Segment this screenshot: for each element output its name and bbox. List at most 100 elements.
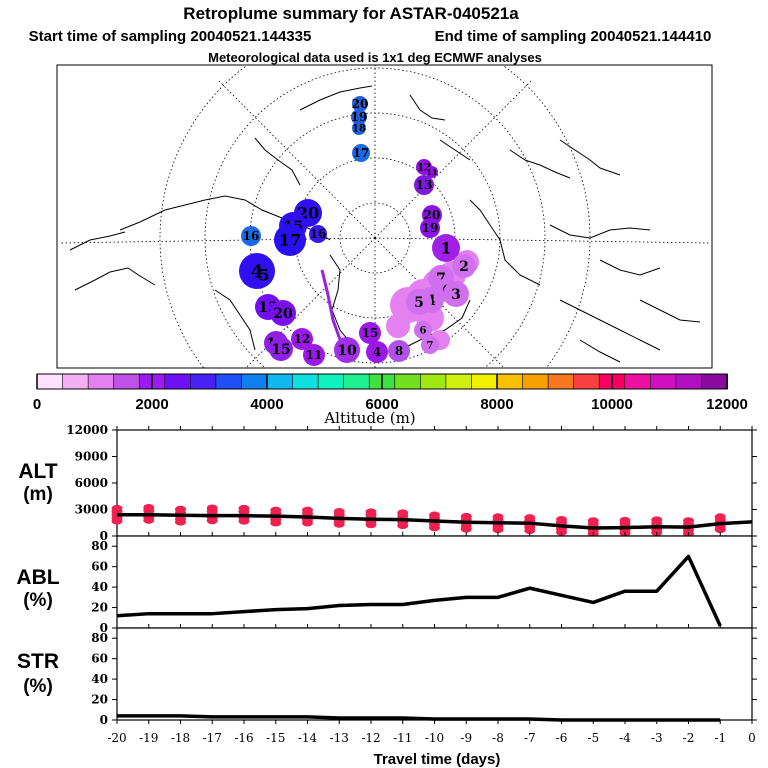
- particle-dot: [206, 517, 218, 525]
- trajectory-point: 17: [274, 224, 306, 256]
- trajectory-point-label: 16: [310, 227, 327, 241]
- colorbar-swatch: [420, 373, 447, 390]
- time-series-panels: 030006000900012000020406080020406080-20-…: [66, 423, 757, 745]
- trajectory-point-circle: [352, 144, 370, 162]
- trajectory-point: 11: [303, 344, 325, 366]
- colorbar-swatch: [650, 373, 677, 390]
- x-tick-label: -4: [619, 731, 631, 745]
- panel-frame: [116, 627, 753, 721]
- trajectory-point-label: 5: [414, 295, 424, 311]
- trajectory-point: 20: [270, 300, 296, 326]
- colorbar-swatch: [701, 373, 728, 390]
- trajectory-point-label: 12: [417, 163, 431, 174]
- trajectory-point: 4: [366, 341, 388, 363]
- trajectory-points: 2019181712111320191201517161645276345132…: [239, 96, 479, 366]
- x-tick-label: -17: [203, 731, 222, 745]
- colorbar-swatch: [445, 373, 473, 390]
- trajectory-point: 17: [352, 144, 370, 162]
- trajectory-point: 19: [420, 218, 440, 238]
- trajectory-point-label: 7: [436, 271, 446, 287]
- x-tick-label: 0: [748, 731, 756, 745]
- y-tick-label: 9000: [75, 450, 108, 464]
- panel-abl: 0 20 40 60 80: [91, 532, 757, 635]
- x-tick-label: -12: [361, 731, 380, 745]
- particle-dot: [333, 520, 345, 528]
- x-tick-label: -15: [266, 731, 285, 745]
- trajectory-point: 16: [241, 226, 261, 246]
- trajectory-map: 2019181712111320191201517161645276345132…: [56, 64, 713, 369]
- colorbar-tick-label: 10000: [591, 396, 633, 413]
- trajectory-point-circle: [309, 225, 327, 243]
- trajectory-point: 1: [432, 234, 460, 262]
- colorbar-label: Altitude (m): [323, 409, 415, 427]
- trajectory-point-label: 18: [352, 124, 366, 135]
- y-tick-label: 20: [91, 693, 108, 707]
- colorbar-swatch: [292, 373, 319, 390]
- colorbar-swatch: [624, 373, 652, 390]
- x-tick-label: -7: [524, 731, 536, 745]
- colorbar-tick-label: 0: [33, 396, 41, 413]
- trajectory-point-label: 7: [427, 341, 434, 352]
- trajectory-point-circle: [452, 254, 476, 278]
- trajectory-point-label: 17: [353, 146, 370, 160]
- trajectory-point-label: 10: [337, 343, 357, 359]
- trajectory-point-label: 11: [306, 348, 323, 362]
- trajectory-point: 2: [452, 254, 476, 278]
- trajectory-point: 3: [443, 281, 469, 307]
- trajectory-point: 6: [414, 321, 432, 339]
- trajectory-point: 15: [269, 337, 293, 361]
- x-tick-label: -3: [651, 731, 663, 745]
- series-line: [116, 554, 722, 627]
- trajectory-point-label: 16: [243, 229, 260, 243]
- trajectory-point-circle: [291, 328, 313, 350]
- trajectory-point-circle: [270, 300, 296, 326]
- colorbar-tick-label: 6000: [365, 396, 398, 413]
- trajectory-point: 15: [359, 322, 381, 344]
- colorbar-swatch: [190, 373, 217, 390]
- particle-dot: [238, 517, 250, 525]
- colorbar-tick-label: 4000: [250, 396, 283, 413]
- colorbar-tick-label: 12000: [706, 396, 748, 413]
- met-data-text: Meteorological data used is 1x1 deg ECMW…: [208, 50, 542, 65]
- trajectory-point-circle: [352, 121, 366, 135]
- particle-dot: [524, 526, 536, 534]
- colorbar-swatch: [36, 373, 64, 390]
- plume-blob: [386, 314, 410, 338]
- trajectory-point-label: 6: [420, 326, 427, 337]
- figure-title: Retroplume summary for ASTAR-040521a: [183, 4, 519, 23]
- trajectory-point: 20: [352, 96, 369, 112]
- trajectory-point-label: 15: [271, 342, 290, 358]
- trajectory-point-label: 2: [459, 259, 469, 275]
- coastlines: [69, 85, 701, 363]
- trajectory-point-circle: [388, 340, 410, 362]
- particle-dot: [365, 521, 377, 529]
- x-tick-label: -14: [298, 731, 318, 745]
- trajectory-point-label: 13: [416, 178, 433, 192]
- y-tick-label: 40: [91, 580, 108, 594]
- trajectory-point-label: 3: [451, 287, 461, 303]
- altitude-colorbar: 0 2000 4000 6000 8000 10000 12000: [33, 373, 748, 413]
- trajectory-point: 18: [352, 121, 366, 135]
- trajectory-point-circle: [352, 96, 368, 112]
- y-tick-label: 20: [91, 601, 108, 615]
- trajectory-point-label: 20: [352, 97, 369, 111]
- trajectory-point-circle: [303, 344, 325, 366]
- panel-alt: 0 3000 6000 9000 12000: [66, 423, 757, 543]
- trajectory-point-circle: [414, 321, 432, 339]
- trajectory-point-circle: [420, 218, 440, 238]
- trajectory-point: 11: [426, 166, 438, 178]
- colorbar-swatch: [241, 373, 268, 390]
- trajectory-point: 5: [258, 266, 269, 285]
- trajectory-point-circle: [274, 224, 306, 256]
- trajectory-point-label: 19: [422, 221, 439, 235]
- trajectory-point-label: 19: [351, 110, 368, 124]
- trajectory-point-circle: [269, 337, 293, 361]
- y-tick-label: 80: [91, 631, 108, 645]
- abl-unit: (%): [23, 590, 53, 611]
- x-tick-label: -19: [139, 731, 158, 745]
- trajectory-point-label: 11: [426, 167, 437, 177]
- x-tick-label: -5: [587, 731, 599, 745]
- colorbar-swatch: [547, 373, 575, 390]
- trajectory-point-label: 20: [273, 306, 293, 322]
